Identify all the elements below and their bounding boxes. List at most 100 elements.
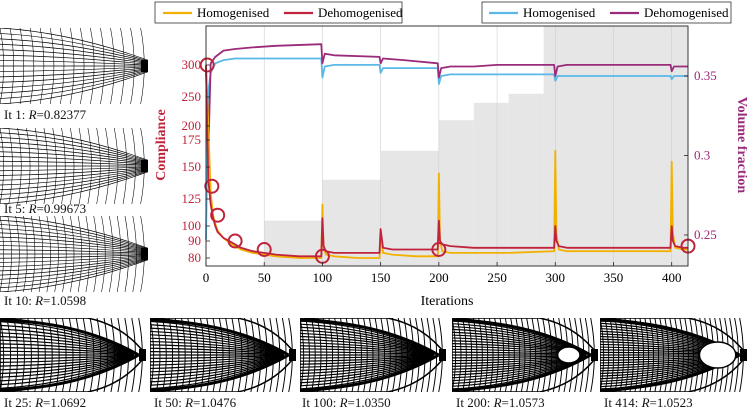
structure-image	[0, 318, 146, 392]
lattice-curve	[0, 128, 4, 204]
lattice-curve	[46, 216, 51, 292]
lattice-curve	[300, 335, 435, 355]
structure-image	[452, 318, 598, 392]
lattice-curve	[7, 216, 12, 292]
series-volume-dehomogenised	[205, 43, 688, 157]
lattice-curve	[116, 216, 122, 292]
lattice-curve	[75, 318, 81, 392]
lattice-curve	[43, 128, 48, 204]
lattice-curve	[526, 318, 531, 392]
y-left-tick-label: 200	[182, 118, 202, 133]
caption-prefix: It	[604, 395, 612, 410]
lattice-curve	[0, 356, 135, 386]
lattice-curve	[54, 216, 59, 292]
lattice-curve	[20, 318, 25, 392]
lattice-curve	[634, 318, 640, 392]
lattice-curve	[0, 232, 148, 252]
boundary-member	[452, 353, 592, 392]
x-tick-label: 400	[662, 270, 682, 285]
caption-iter: 10	[15, 293, 29, 308]
caption-prefix: It	[4, 201, 12, 216]
structure-image	[600, 318, 747, 392]
shaded-steps	[264, 26, 688, 266]
shaded-step	[473, 102, 509, 266]
legend-label-homogenised: Homogenised	[197, 5, 270, 20]
lattice-curve	[639, 318, 645, 392]
lattice-curve	[0, 170, 148, 200]
lattice-curve	[77, 216, 83, 292]
caption-ratio: 0.99673	[43, 201, 87, 216]
caption-symbol: R	[28, 107, 37, 122]
thumbnail-it200	[452, 318, 598, 392]
lattice-curve	[0, 38, 148, 63]
lattice-curve	[0, 228, 148, 251]
lattice-curve	[0, 343, 135, 355]
lattice-curve	[300, 342, 435, 355]
lattice-curve	[629, 318, 635, 392]
lattice-curve	[52, 128, 57, 204]
lattice-curve	[150, 356, 285, 376]
support-block	[591, 349, 598, 361]
lattice-curve	[300, 355, 435, 372]
lattice-curve	[0, 355, 135, 371]
lattice-curve	[409, 318, 414, 392]
lattice-curve	[0, 54, 148, 65]
lattice-curve	[0, 347, 135, 356]
lattice-curve	[225, 318, 230, 392]
lattice-curve	[300, 326, 435, 354]
lattice-curve	[614, 318, 620, 392]
lattice-curve	[0, 257, 148, 280]
lattice-curve	[363, 318, 368, 392]
lattice-curve	[150, 356, 285, 380]
caption-symbol: R	[35, 293, 44, 308]
lattice-curve	[0, 60, 148, 66]
support-block	[289, 349, 296, 361]
lattice-curve	[68, 318, 74, 392]
caption-iter: 1	[15, 107, 22, 122]
lattice-curve	[420, 318, 426, 392]
lattice-curve	[150, 318, 155, 392]
lattice-curve	[604, 318, 610, 392]
lattice-curve	[0, 146, 148, 164]
lattice-curve	[547, 318, 553, 392]
lattice-curve	[0, 70, 148, 99]
caption-it5: It 5: R=0.99673	[4, 201, 87, 216]
lattice-curve	[300, 323, 435, 354]
lattice-curve	[0, 69, 148, 94]
support-block	[139, 349, 146, 361]
lattice-curve	[6, 318, 12, 392]
structure-image	[0, 128, 148, 204]
boundary-member	[300, 318, 440, 357]
boundary-member	[0, 318, 140, 357]
shaded-step	[380, 150, 439, 266]
lattice-curve	[155, 318, 161, 392]
lattice-curve	[478, 318, 483, 392]
lattice-curve	[0, 258, 148, 289]
lattice-curve	[117, 318, 122, 392]
lattice-curve	[339, 318, 345, 392]
shaded-step	[596, 26, 688, 266]
lattice-curve	[150, 330, 285, 354]
lattice-curve	[110, 28, 115, 104]
lattice-curve	[452, 318, 457, 392]
marker-circle	[256, 242, 272, 257]
lattice-curve	[0, 355, 135, 367]
thumbnail-it414	[600, 318, 747, 392]
lattice-curve	[0, 169, 148, 191]
lattice-curve	[669, 318, 674, 392]
marker-circle	[210, 207, 226, 223]
y-axis-right-label: Volume fraction	[734, 97, 747, 194]
caption-iter: 100	[313, 395, 333, 410]
lattice-curve	[39, 28, 45, 104]
lattice-curve	[0, 132, 148, 162]
lattice-curve	[0, 43, 148, 64]
lattice-curve	[0, 236, 148, 252]
lattice-curve	[131, 128, 136, 204]
y-left-tick-label: 175	[182, 132, 202, 147]
y-left-tick-label: 250	[182, 89, 202, 104]
caption-symbol: R	[35, 395, 44, 410]
lattice-curve	[263, 318, 268, 392]
marker-circle	[199, 57, 215, 73]
lattice-curve	[0, 354, 135, 363]
support-block	[141, 160, 148, 172]
